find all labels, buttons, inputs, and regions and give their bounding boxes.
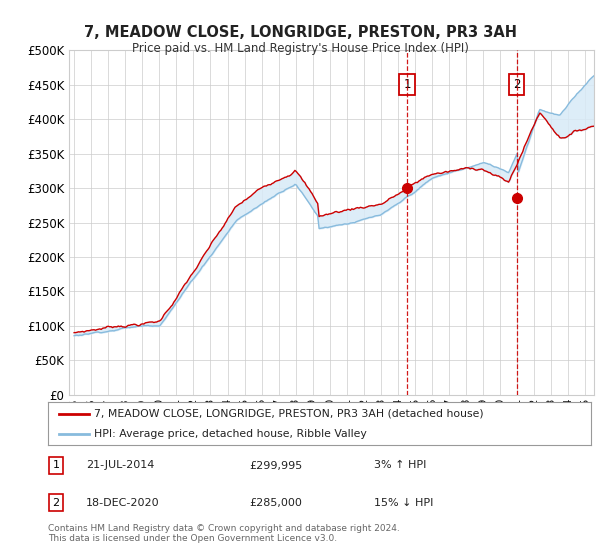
Text: 3% ↑ HPI: 3% ↑ HPI: [374, 460, 426, 470]
Text: 2: 2: [513, 78, 520, 91]
Text: 18-DEC-2020: 18-DEC-2020: [86, 498, 160, 507]
Text: Contains HM Land Registry data © Crown copyright and database right 2024.
This d: Contains HM Land Registry data © Crown c…: [48, 524, 400, 543]
Text: 21-JUL-2014: 21-JUL-2014: [86, 460, 154, 470]
Text: £299,995: £299,995: [249, 460, 302, 470]
Text: 7, MEADOW CLOSE, LONGRIDGE, PRESTON, PR3 3AH (detached house): 7, MEADOW CLOSE, LONGRIDGE, PRESTON, PR3…: [94, 409, 484, 419]
Text: £285,000: £285,000: [249, 498, 302, 507]
Text: 1: 1: [53, 460, 59, 470]
Text: Price paid vs. HM Land Registry's House Price Index (HPI): Price paid vs. HM Land Registry's House …: [131, 42, 469, 55]
Text: 2: 2: [53, 498, 60, 507]
Text: HPI: Average price, detached house, Ribble Valley: HPI: Average price, detached house, Ribb…: [94, 430, 367, 439]
Text: 15% ↓ HPI: 15% ↓ HPI: [374, 498, 433, 507]
Text: 1: 1: [404, 78, 411, 91]
Text: 7, MEADOW CLOSE, LONGRIDGE, PRESTON, PR3 3AH: 7, MEADOW CLOSE, LONGRIDGE, PRESTON, PR3…: [83, 25, 517, 40]
